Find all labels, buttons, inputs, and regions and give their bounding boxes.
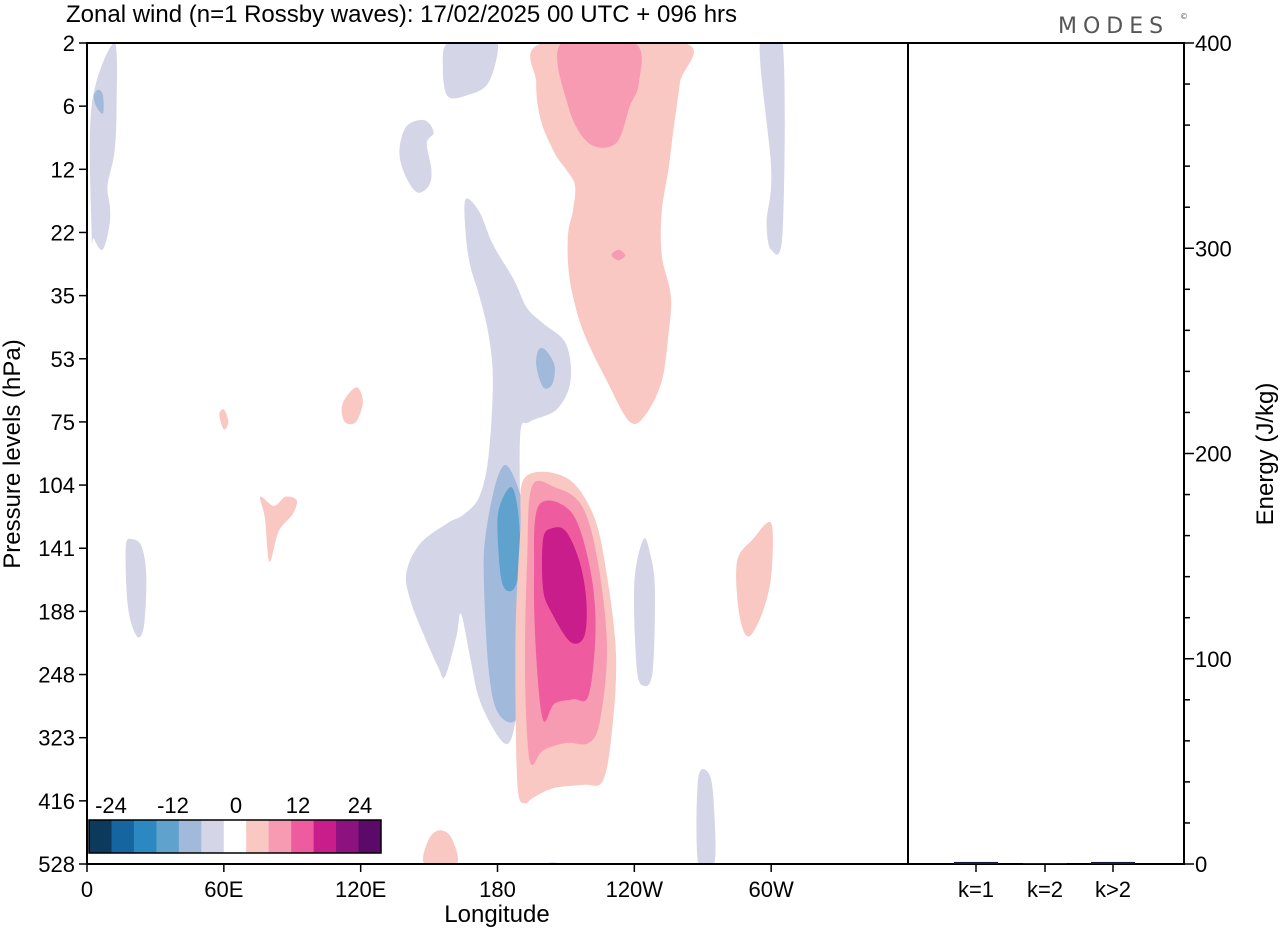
- y-tick-label: 141: [38, 536, 75, 561]
- y-tick-label: 188: [38, 599, 75, 624]
- energy-panel-frame: [907, 42, 1185, 865]
- negative-wind-contour: [497, 487, 521, 592]
- energy-bar: [1023, 863, 1067, 864]
- positive-wind-contour: [736, 521, 773, 637]
- x-tick-label: 180: [479, 877, 516, 902]
- energy-bars: k=1 k=2 k>2: [954, 861, 1135, 902]
- negative-wind-contour: [442, 43, 498, 99]
- positive-wind-contour: [219, 409, 229, 430]
- y-tick-label: 75: [51, 410, 75, 435]
- colorbar-swatch: [268, 820, 292, 853]
- brand-logo: MODES: [1058, 14, 1169, 39]
- y-axis: 2 6 12 22 35 53 75 104 141 188 248 323 416 528: [38, 31, 87, 877]
- colorbar: -24 -12 0 12 24: [88, 790, 382, 854]
- colorbar-swatch: [89, 820, 112, 853]
- x-tick-label: 120W: [606, 877, 664, 902]
- energy-category-label: k=1: [958, 877, 994, 902]
- energy-bar: [954, 861, 998, 864]
- x-axis-label: Longitude: [444, 901, 549, 928]
- negative-wind-contour: [125, 538, 147, 638]
- negative-wind-contour: [93, 89, 104, 114]
- colorbar-swatch: [358, 820, 382, 853]
- y-tick-label: 53: [51, 347, 75, 372]
- y-tick-label: 2: [63, 31, 75, 56]
- y-tick-label: 248: [38, 663, 75, 688]
- energy-tick-label: 400: [1195, 31, 1232, 56]
- energy-tick-label: 300: [1195, 236, 1232, 261]
- x-tick-label: 60E: [204, 877, 243, 902]
- positive-wind-contour: [260, 496, 298, 562]
- colorbar-swatch: [223, 820, 247, 853]
- colorbar-swatch: [313, 820, 337, 853]
- energy-axis: 0 100 200 300 400: [1184, 31, 1232, 877]
- energy-tick-label: 100: [1195, 647, 1232, 672]
- negative-wind-contour: [633, 538, 655, 687]
- colorbar-swatch: [133, 820, 157, 853]
- negative-wind-contour: [536, 347, 555, 389]
- x-axis: 0 60E 120E 180 120W 60W: [81, 864, 794, 902]
- energy-category-label: k>2: [1095, 877, 1131, 902]
- y-tick-label: 416: [38, 789, 75, 814]
- negative-wind-contour: [759, 43, 785, 255]
- negative-wind-contour: [696, 769, 716, 864]
- y-tick-label: 12: [51, 157, 75, 182]
- colorbar-frame: [88, 819, 382, 854]
- chart-title: Zonal wind (n=1 Rossby waves): 17/02/202…: [66, 1, 737, 28]
- positive-wind-contour: [422, 830, 459, 864]
- positive-wind-contour: [611, 249, 626, 261]
- positive-wind-contour: [341, 387, 363, 425]
- x-tick-label: 60W: [749, 877, 794, 902]
- negative-wind-contour: [399, 119, 434, 193]
- x-tick-label: 0: [81, 877, 93, 902]
- colorbar-tick-label: -12: [157, 793, 189, 818]
- colorbar-swatch: [336, 820, 360, 853]
- y-tick-label: 323: [38, 726, 75, 751]
- y-tick-label: 22: [51, 220, 75, 245]
- contour-layer: [89, 43, 785, 864]
- positive-wind-contour: [530, 43, 694, 425]
- colorbar-tick-label: 24: [348, 793, 372, 818]
- colorbar-swatch: [201, 820, 225, 853]
- colorbar-swatch: [291, 820, 315, 853]
- energy-bar: [1091, 861, 1135, 864]
- colorbar-tick-label: -24: [95, 793, 127, 818]
- energy-tick-label: 0: [1195, 852, 1207, 877]
- colorbar-swatch: [156, 820, 180, 853]
- y-tick-label: 6: [63, 94, 75, 119]
- negative-wind-contour: [405, 198, 572, 744]
- colorbar-tick-label: 0: [230, 793, 242, 818]
- energy-tick-label: 200: [1195, 442, 1232, 467]
- colorbar-tick-label: 12: [286, 793, 310, 818]
- colorbar-swatch: [246, 820, 270, 853]
- positive-wind-contour: [541, 527, 587, 644]
- energy-category-label: k=2: [1027, 877, 1063, 902]
- y-tick-label: 35: [51, 284, 75, 309]
- y-tick-label: 104: [38, 473, 75, 498]
- brand-mark: ©: [1180, 12, 1188, 21]
- colorbar-swatch: [111, 820, 135, 853]
- x-tick-label: 120E: [335, 877, 386, 902]
- colorbar-swatch: [178, 820, 202, 853]
- positive-wind-contour: [557, 43, 642, 148]
- y-axis-label: Pressure levels (hPa): [0, 339, 26, 568]
- energy-axis-label: Energy (J/kg): [1252, 383, 1279, 526]
- y-tick-label: 528: [38, 852, 75, 877]
